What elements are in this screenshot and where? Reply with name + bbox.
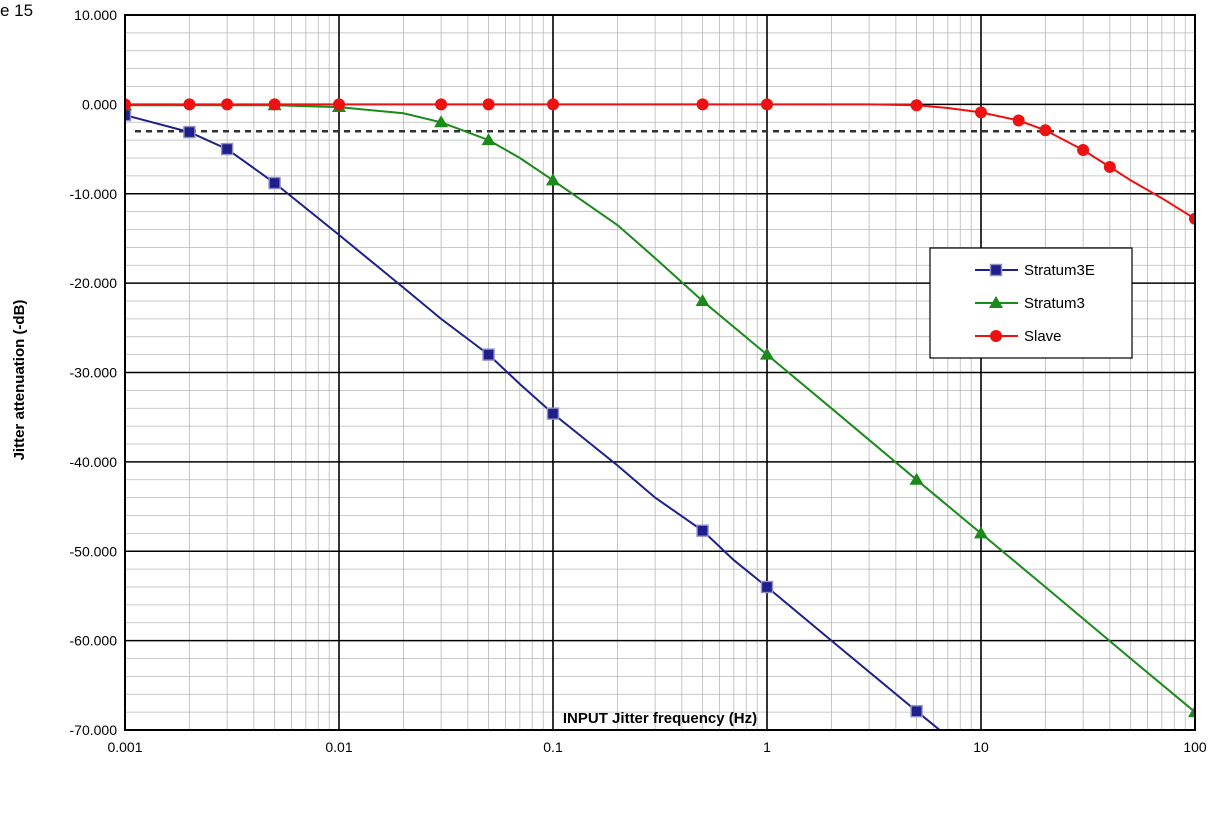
data-point-stratum3: [695, 294, 710, 306]
data-point-stratum3e: [125, 108, 132, 122]
data-point-stratum3e: [220, 142, 234, 156]
data-point-stratum3e: [546, 407, 560, 420]
legend: Stratum3E Stratum3 Slave: [929, 247, 1133, 359]
x-tick-label: 0.001: [107, 739, 142, 755]
data-point-slave: [1039, 124, 1052, 137]
data-point-stratum3: [481, 133, 496, 146]
y-tick-label: -10.000: [70, 186, 118, 202]
data-point-stratum3: [1188, 705, 1195, 718]
data-point-stratum3: [434, 115, 449, 128]
x-tick-label: 10: [973, 739, 989, 755]
x-tick-label: 1: [763, 739, 771, 755]
data-point-slave: [221, 98, 234, 111]
x-tick-label: 0.01: [325, 739, 352, 755]
data-point-stratum3: [546, 173, 560, 186]
series-stratum3e: [125, 108, 942, 730]
series-line-stratum3: [125, 104, 1195, 713]
data-point-slave: [435, 98, 448, 111]
data-point-slave: [547, 98, 559, 111]
data-point-slave: [696, 98, 709, 111]
series-line-stratum3e: [125, 114, 942, 730]
legend-marker-stratum3: [989, 296, 1003, 308]
data-point-slave: [268, 98, 281, 111]
data-point-stratum3e: [268, 176, 281, 190]
y-axis-title: Jitter attenuation (-dB): [11, 300, 28, 461]
data-point-stratum3e: [482, 348, 495, 361]
x-tick-label: 100: [1183, 739, 1207, 755]
data-point-slave: [1077, 143, 1090, 156]
data-point-stratum3: [974, 526, 988, 539]
y-tick-label: -60.000: [70, 633, 118, 649]
x-tick-labels: 0.001 0.01 0.1 1 10 100: [107, 739, 1206, 755]
data-point-slave: [975, 106, 987, 119]
series-stratum3: [125, 98, 1195, 718]
series-line-slave: [125, 103, 1195, 220]
data-point-stratum3e: [910, 705, 923, 718]
data-point-slave: [125, 98, 131, 111]
legend-marker-slave: [990, 330, 1002, 342]
legend-label-slave: Slave: [1024, 328, 1062, 345]
data-point-stratum3e: [760, 580, 774, 594]
y-tick-label: -40.000: [70, 454, 118, 470]
data-point-stratum3e: [183, 125, 196, 139]
data-point-slave: [183, 98, 196, 111]
data-point-slave: [1189, 212, 1195, 225]
data-point-slave: [333, 98, 345, 111]
legend-marker-stratum3e: [989, 263, 1003, 277]
y-tick-label: 10.000: [74, 7, 117, 23]
y-tick-label: -50.000: [70, 543, 118, 559]
data-point-stratum3e: [696, 524, 709, 537]
y-tick-label: -30.000: [70, 365, 118, 381]
y-tick-labels: 10.000 0.000 -10.000 -20.000 -30.000 -40.000 -…: [70, 7, 118, 738]
x-tick-label: 0.1: [543, 739, 563, 755]
data-point-stratum3: [760, 347, 774, 360]
corner-label: e 15: [0, 1, 33, 20]
plot-frame: [124, 14, 1196, 731]
data-point-slave: [482, 98, 495, 111]
y-tick-label: 0.000: [82, 96, 117, 112]
data-point-slave: [1012, 114, 1025, 127]
data-point-stratum3: [909, 472, 924, 485]
y-tick-label: -70.000: [70, 722, 118, 738]
data-point-slave: [761, 98, 773, 111]
y-tick-label: -20.000: [70, 275, 118, 291]
legend-label-stratum3: Stratum3: [1024, 295, 1085, 312]
data-point-slave: [910, 99, 923, 112]
legend-box: [929, 247, 1133, 359]
x-axis-title: INPUT Jitter frequency (Hz): [563, 710, 757, 727]
series-group: [125, 98, 1195, 730]
series-slave: [125, 98, 1195, 225]
data-point-slave: [1103, 160, 1116, 173]
legend-label-stratum3e: Stratum3E: [1024, 262, 1095, 279]
